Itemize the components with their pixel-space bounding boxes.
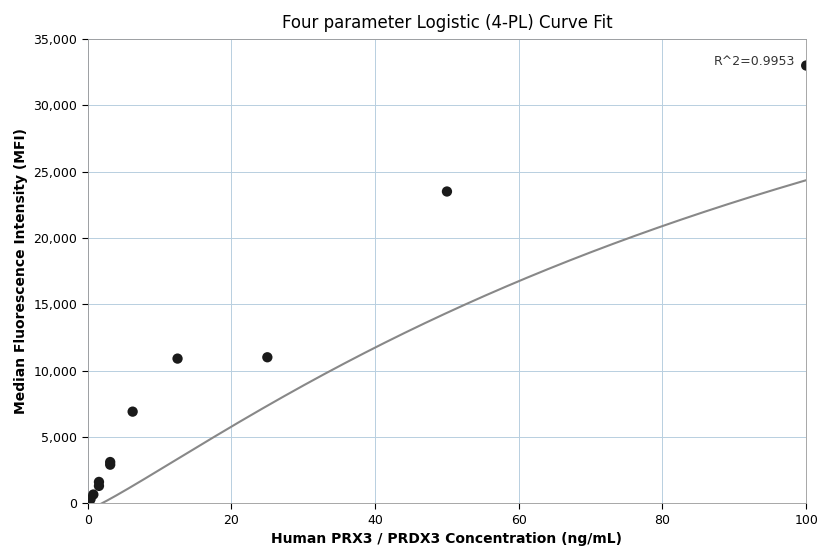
X-axis label: Human PRX3 / PRDX3 Concentration (ng/mL): Human PRX3 / PRDX3 Concentration (ng/mL)	[271, 532, 622, 546]
Point	[87, 490, 100, 499]
Point	[800, 61, 813, 70]
Point	[84, 494, 97, 503]
Point	[103, 458, 116, 466]
Text: R^2=0.9953: R^2=0.9953	[714, 55, 795, 68]
Point	[126, 407, 139, 416]
Point	[82, 497, 96, 506]
Point	[260, 353, 274, 362]
Point	[171, 354, 184, 363]
Title: Four parameter Logistic (4-PL) Curve Fit: Four parameter Logistic (4-PL) Curve Fit	[282, 14, 612, 32]
Point	[92, 482, 106, 491]
Point	[92, 478, 106, 487]
Point	[103, 460, 116, 469]
Point	[440, 187, 453, 196]
Y-axis label: Median Fluorescence Intensity (MFI): Median Fluorescence Intensity (MFI)	[14, 128, 28, 414]
